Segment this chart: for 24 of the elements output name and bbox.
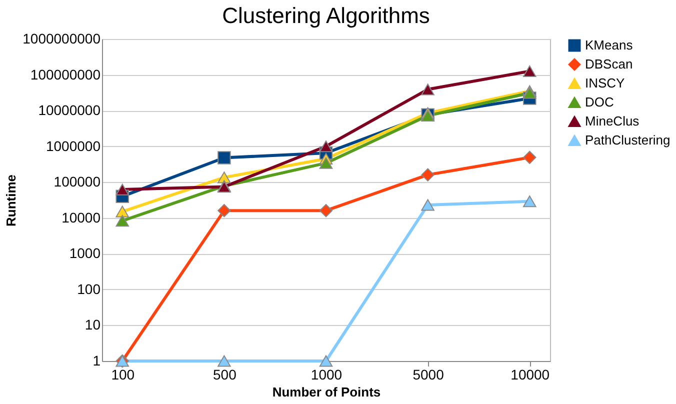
y-tick-label: 100: [77, 280, 101, 297]
y-tick-label: 1: [92, 352, 101, 368]
legend-label: DBScan: [585, 56, 633, 72]
chart-title: Clustering Algorithms: [222, 3, 430, 28]
y-tick-label: 10: [84, 316, 101, 333]
y-tick-label: 1000000: [46, 138, 101, 154]
legend-label: PathClustering: [585, 132, 670, 148]
legend-label: INSCY: [585, 76, 626, 90]
x-tick-label: 1000: [310, 366, 342, 382]
y-tick-label: 100000000: [30, 66, 101, 82]
y-tick-label: 10000: [62, 209, 101, 226]
y-tick-label: 1000: [69, 245, 101, 262]
legend-label: KMeans: [585, 38, 634, 52]
x-tick-label: 10000: [510, 366, 550, 382]
x-tick-label: 500: [213, 366, 237, 382]
y-tick-label: 1000000000: [22, 30, 101, 46]
x-tick-label: 5000: [412, 366, 444, 382]
x-axis-title: Number of Points: [272, 384, 381, 400]
legend-label: MineClus: [585, 114, 640, 128]
y-axis-title: Runtime: [4, 174, 19, 226]
y-tick-label: 100000: [54, 174, 101, 190]
legend-label: DOC: [585, 94, 614, 110]
y-tick-label: 10000000: [38, 102, 101, 118]
x-tick-label: 100: [111, 366, 135, 382]
